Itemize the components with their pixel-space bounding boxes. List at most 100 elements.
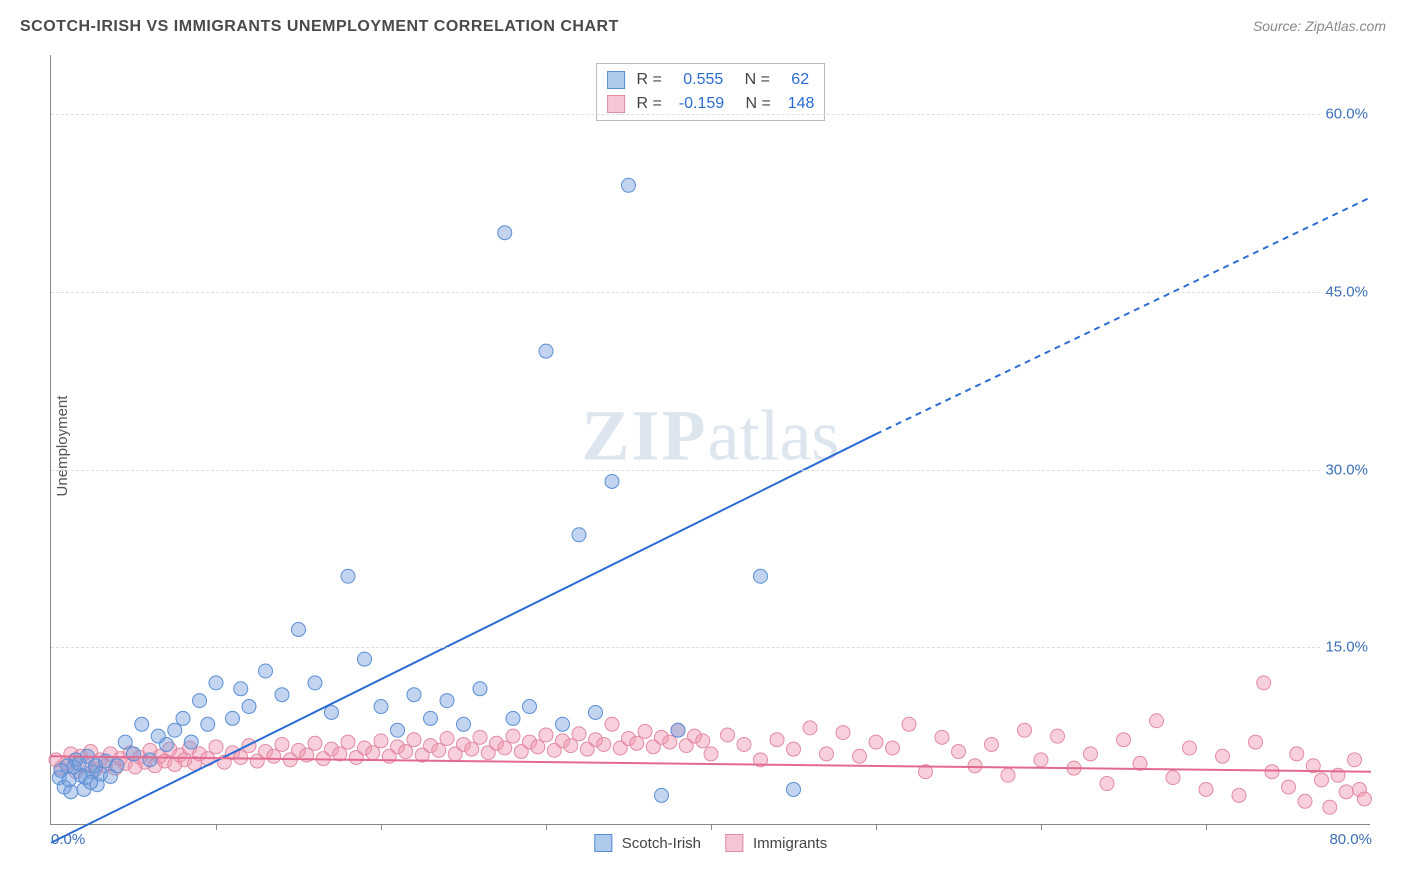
data-point-scotch_irish [242,700,256,714]
data-point-immigrants [630,736,644,750]
x-tick [711,824,712,830]
data-point-scotch_irish [523,700,537,714]
data-point-immigrants [1216,749,1230,763]
data-point-scotch_irish [143,753,157,767]
stat-r-label: R = [637,68,671,92]
data-point-immigrants [399,745,413,759]
x-axis-origin-label: 0.0% [51,831,85,848]
stat-n-value: 148 [788,92,815,116]
data-point-immigrants [803,721,817,735]
chart-title: SCOTCH-IRISH VS IMMIGRANTS UNEMPLOYMENT … [20,18,619,36]
data-point-immigrants [275,737,289,751]
trend-line-scotch_irish [51,434,876,843]
data-point-scotch_irish [259,664,273,678]
data-point-immigrants [935,730,949,744]
y-tick-label: 15.0% [1321,639,1372,656]
data-point-immigrants [886,741,900,755]
data-point-immigrants [366,746,380,760]
data-point-immigrants [1282,780,1296,794]
data-point-scotch_irish [62,773,76,787]
data-point-immigrants [704,747,718,761]
data-point-immigrants [1290,747,1304,761]
data-point-scotch_irish [176,711,190,725]
grid-line [51,292,1370,293]
data-point-immigrants [1298,794,1312,808]
data-point-immigrants [1100,777,1114,791]
data-point-immigrants [663,735,677,749]
data-point-scotch_irish [127,747,141,761]
data-point-immigrants [1018,723,1032,737]
data-point-immigrants [465,742,479,756]
data-point-immigrants [209,740,223,754]
stats-row-scotch_irish: R = 0.555 N = 62 [607,68,815,92]
data-point-immigrants [869,735,883,749]
data-point-scotch_irish [184,735,198,749]
data-point-scotch_irish [457,717,471,731]
data-point-immigrants [696,734,710,748]
data-point-scotch_irish [308,676,322,690]
data-point-scotch_irish [209,676,223,690]
data-point-immigrants [638,724,652,738]
stat-n-label: N = [731,68,779,92]
stat-r-value: 0.555 [679,68,723,92]
data-point-immigrants [473,730,487,744]
data-point-immigrants [820,747,834,761]
data-point-scotch_irish [498,226,512,240]
x-tick [381,824,382,830]
swatch-immigrants [607,95,625,113]
data-point-scotch_irish [539,344,553,358]
data-point-scotch_irish [473,682,487,696]
data-point-immigrants [1183,741,1197,755]
data-point-immigrants [1232,788,1246,802]
data-point-immigrants [374,734,388,748]
grid-line [51,647,1370,648]
data-point-immigrants [1265,765,1279,779]
stat-r-value: -0.159 [679,92,724,116]
data-point-scotch_irish [160,737,174,751]
source-attribution: Source: ZipAtlas.com [1253,18,1386,34]
data-point-scotch_irish [622,178,636,192]
data-point-immigrants [1084,747,1098,761]
data-point-scotch_irish [391,723,405,737]
data-point-immigrants [440,732,454,746]
data-point-scotch_irish [226,711,240,725]
legend-item-scotch_irish: Scotch-Irish [594,834,701,852]
data-point-scotch_irish [292,623,306,637]
stat-n-value: 62 [787,68,809,92]
data-point-immigrants [1315,773,1329,787]
data-point-scotch_irish [506,711,520,725]
grid-line [51,114,1370,115]
y-tick-label: 30.0% [1321,461,1372,478]
stats-row-immigrants: R = -0.159 N = 148 [607,92,815,116]
data-point-immigrants [1034,753,1048,767]
data-point-scotch_irish [374,700,388,714]
data-point-scotch_irish [572,528,586,542]
data-point-scotch_irish [671,723,685,737]
data-point-immigrants [1257,676,1271,690]
data-point-scotch_irish [605,474,619,488]
data-point-immigrants [853,749,867,763]
stat-n-label: N = [732,92,780,116]
data-point-immigrants [341,735,355,749]
data-point-immigrants [985,737,999,751]
data-point-scotch_irish [201,717,215,731]
data-point-immigrants [1001,768,1015,782]
data-point-immigrants [531,740,545,754]
data-point-immigrants [564,739,578,753]
stat-r-label: R = [637,92,671,116]
y-tick-label: 45.0% [1321,283,1372,300]
data-point-scotch_irish [407,688,421,702]
data-point-immigrants [1339,785,1353,799]
data-point-immigrants [407,733,421,747]
data-point-immigrants [1199,782,1213,796]
legend-label: Scotch-Irish [622,835,701,852]
data-point-immigrants [1166,771,1180,785]
data-point-immigrants [308,736,322,750]
x-tick [546,824,547,830]
data-point-immigrants [539,728,553,742]
legend-swatch-scotch_irish [594,834,612,852]
data-point-immigrants [572,727,586,741]
data-point-immigrants [506,729,520,743]
data-point-immigrants [787,742,801,756]
data-point-immigrants [770,733,784,747]
